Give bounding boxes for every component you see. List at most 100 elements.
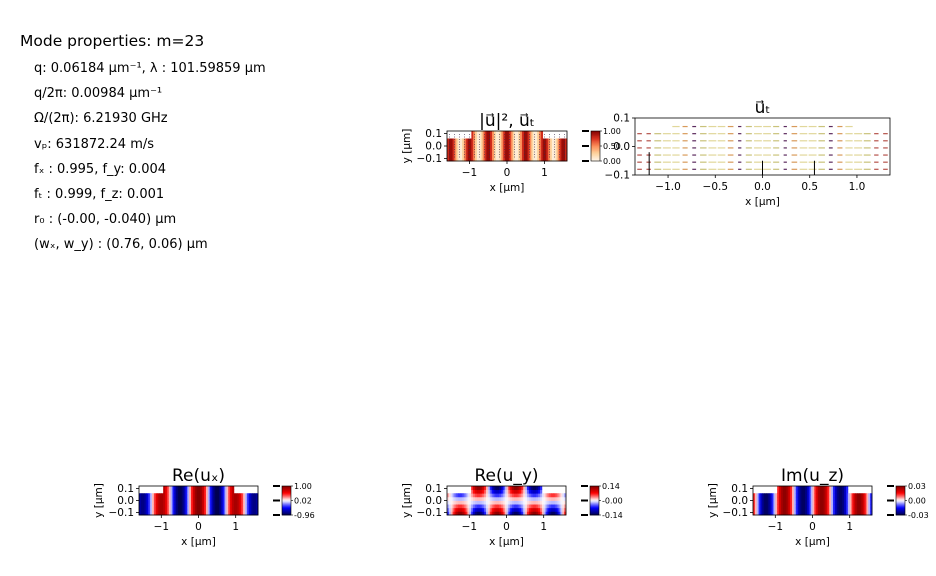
heatmap-cell — [810, 493, 813, 498]
heatmap-cell — [526, 500, 530, 505]
heatmap-cell — [803, 496, 806, 501]
heatmap-cell — [217, 500, 220, 505]
heatmap-cell — [163, 489, 166, 494]
heatmap-cell — [552, 146, 555, 151]
heatmap-cell — [217, 486, 220, 491]
heatmap-cell — [818, 507, 821, 512]
heatmap-cell — [780, 507, 784, 512]
heatmap-cell — [805, 493, 808, 498]
heatmap-cell — [484, 134, 487, 139]
heatmap-cell — [476, 489, 480, 494]
heatmap-cell — [866, 493, 869, 498]
colorbar-segment — [591, 158, 600, 161]
heatmap-cell — [207, 507, 211, 512]
heatmap-cell — [493, 131, 497, 136]
heatmap-cell — [244, 500, 248, 505]
heatmap-cell — [834, 500, 838, 505]
heatmap-cell — [514, 134, 517, 139]
heatmap-cell — [806, 496, 810, 501]
heatmap-cell — [536, 511, 539, 516]
heatmap-cell — [508, 149, 512, 154]
heatmap-cell — [810, 507, 813, 512]
heatmap-cell — [148, 511, 151, 516]
heatmap-cell — [204, 504, 207, 509]
heatmap-cell — [545, 500, 548, 505]
heatmap-cell — [775, 493, 778, 498]
heatmap-cell — [801, 500, 804, 505]
heatmap-cell — [554, 493, 558, 498]
property-ft-fz: fₜ : 0.999, f_z: 0.001 — [34, 187, 165, 203]
heatmap-cell — [565, 157, 568, 162]
colorbar-segment — [591, 143, 600, 146]
heatmap-cell — [845, 486, 849, 491]
heatmap-cell — [456, 500, 459, 505]
heatmap-cell — [816, 500, 819, 505]
heatmap-cell — [840, 496, 843, 501]
heatmap-cell — [793, 504, 797, 509]
heatmap-cell — [777, 489, 780, 494]
heatmap-cell — [463, 493, 466, 498]
heatmap-cell — [819, 493, 823, 498]
heatmap-cell — [152, 500, 155, 505]
heatmap-cell — [540, 142, 544, 147]
heatmap-cell — [845, 507, 849, 512]
heatmap-cell — [538, 146, 542, 151]
heatmap-cell — [526, 511, 530, 516]
heatmap-cell — [499, 504, 502, 509]
heatmap-cell — [821, 507, 825, 512]
heatmap-cell — [547, 496, 550, 501]
heatmap-cell — [492, 149, 495, 154]
heatmap-cell — [244, 504, 248, 509]
heatmap-cell — [165, 504, 168, 509]
heatmap-cell — [447, 507, 450, 512]
heatmap-cell — [553, 146, 557, 151]
heatmap-cell — [250, 511, 253, 516]
heatmap-cell — [801, 504, 804, 509]
heatmap-cell — [775, 496, 778, 501]
heatmap-cell — [256, 500, 259, 505]
heatmap-cell — [490, 153, 493, 158]
heatmap-cell — [205, 496, 209, 501]
heatmap-cell — [855, 504, 858, 509]
heatmap-cell — [553, 142, 557, 147]
heatmap-cell — [505, 131, 508, 136]
colorbar-segment — [282, 505, 291, 507]
heatmap-cell — [504, 507, 507, 512]
heatmap-cell — [550, 146, 553, 151]
heatmap-cell — [784, 493, 787, 498]
heatmap-cell — [503, 153, 506, 158]
heatmap-cell — [773, 500, 776, 505]
heatmap-cell — [172, 507, 175, 512]
heatmap-cell — [454, 493, 457, 498]
heatmap-cell — [550, 138, 553, 143]
heatmap-cell — [525, 157, 529, 162]
heatmap-cell — [523, 138, 527, 143]
heatmap-cell — [797, 496, 800, 501]
heatmap-cell — [213, 486, 216, 491]
colorbar-segment — [282, 486, 291, 488]
heatmap-cell — [825, 511, 828, 516]
colorbar-segment — [591, 133, 600, 136]
colorbar-segment — [896, 507, 905, 510]
heatmap-cell — [486, 504, 489, 509]
heatmap-cell — [163, 496, 166, 501]
heatmap-cell — [454, 138, 457, 143]
colorbar-segment — [590, 513, 599, 516]
heatmap-cell — [516, 134, 519, 139]
heatmap-cell — [764, 504, 767, 509]
heatmap-cell — [499, 146, 502, 151]
heatmap-cell — [484, 493, 487, 498]
heatmap-cell — [176, 504, 179, 509]
heatmap-cell — [766, 504, 769, 509]
heatmap-cell — [753, 504, 756, 509]
heatmap-cell — [537, 131, 540, 136]
heatmap-cell — [250, 504, 253, 509]
heatmap-cell — [762, 493, 765, 498]
heatmap-cell — [462, 142, 465, 147]
heatmap-cell — [250, 493, 253, 498]
heatmap-cell — [495, 486, 498, 491]
heatmap-cell — [215, 493, 218, 498]
heatmap-cell — [233, 496, 237, 501]
heatmap-cell — [560, 500, 563, 505]
heatmap-cell — [487, 500, 491, 505]
